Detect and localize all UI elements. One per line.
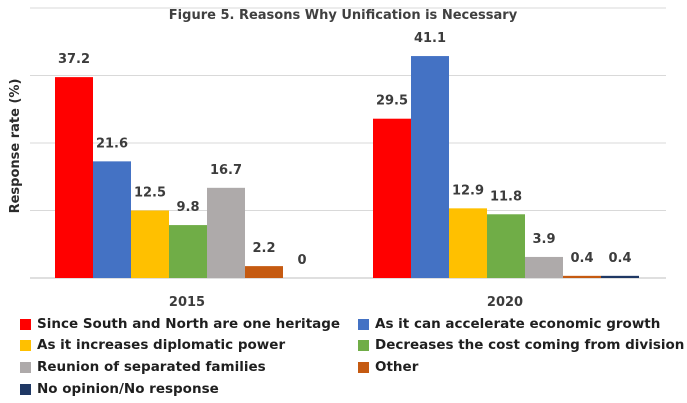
legend-item-4: Reunion of separated families — [20, 359, 266, 375]
bar-2020-series-0 — [373, 118, 411, 278]
value-label-2015-series-5: 2.2 — [252, 241, 275, 256]
category-label-2020: 2020 — [487, 295, 523, 310]
bar-2020-series-1 — [411, 56, 449, 279]
category-label-2015: 2015 — [169, 295, 205, 310]
legend-label: No opinion/No response — [37, 381, 219, 397]
legend-label: Decreases the cost coming from division — [375, 337, 685, 353]
value-label-2020-series-6: 0.4 — [608, 251, 631, 266]
bar-2020-series-6 — [601, 275, 639, 278]
value-label-2020-series-1: 41.1 — [414, 31, 446, 46]
bar-2020-series-4 — [525, 256, 563, 278]
value-labels: 37.2 21.6 12.5 9.8 16.7 2.2 0 29.5 41.1 12.9 11.8 3… — [58, 31, 632, 268]
bar-2015-series-5 — [245, 266, 283, 278]
legend-swatch — [20, 383, 31, 395]
bar-2015-series-4 — [207, 187, 245, 278]
legend-label: Since South and North are one heritage — [37, 316, 341, 332]
bar-2020-series-2 — [449, 208, 487, 278]
value-label-2020-series-2: 12.9 — [452, 183, 484, 198]
legend-item-0: Since South and North are one heritage — [20, 316, 340, 332]
legend-swatch — [358, 318, 369, 330]
bars — [55, 56, 639, 279]
bar-2015-series-0 — [55, 77, 93, 279]
value-label-2015-series-6: 0 — [297, 253, 306, 268]
legend-swatch — [358, 361, 369, 373]
value-label-2015-series-3: 9.8 — [176, 200, 199, 215]
value-label-2015-series-0: 37.2 — [58, 52, 90, 67]
bar-2020-series-3 — [487, 214, 525, 278]
legend-label: As it can accelerate economic growth — [375, 316, 661, 332]
legend-label: Reunion of separated families — [37, 359, 266, 375]
value-label-2020-series-4: 3.9 — [532, 232, 555, 247]
chart-title: Figure 5. Reasons Why Unification is Nec… — [169, 8, 518, 23]
legend-swatch — [20, 361, 31, 373]
bar-2015-series-1 — [93, 161, 131, 278]
legend-label: Other — [375, 359, 419, 375]
y-axis-label: Response rate (%) — [8, 79, 23, 214]
legend-item-3: Decreases the cost coming from division — [358, 337, 684, 353]
legend-swatch — [20, 339, 31, 351]
value-label-2015-series-1: 21.6 — [96, 136, 128, 151]
bar-2015-series-2 — [131, 210, 169, 278]
legend-swatch — [358, 339, 369, 351]
legend-item-2: As it increases diplomatic power — [20, 337, 285, 353]
value-label-2015-series-2: 12.5 — [134, 186, 166, 201]
bar-2015-series-3 — [169, 225, 207, 278]
category-labels: 2015 2020 — [169, 295, 523, 310]
legend-item-6: No opinion/No response — [20, 381, 219, 397]
value-label-2020-series-3: 11.8 — [490, 189, 522, 204]
bar-2020-series-5 — [563, 275, 601, 278]
legend-item-5: Other — [358, 359, 418, 375]
value-label-2020-series-5: 0.4 — [570, 251, 593, 266]
legend-label: As it increases diplomatic power — [37, 337, 286, 353]
legend-swatch — [20, 318, 31, 330]
legend-item-1: As it can accelerate economic growth — [358, 316, 660, 332]
value-label-2015-series-4: 16.7 — [210, 163, 242, 178]
value-label-2020-series-0: 29.5 — [376, 94, 408, 109]
